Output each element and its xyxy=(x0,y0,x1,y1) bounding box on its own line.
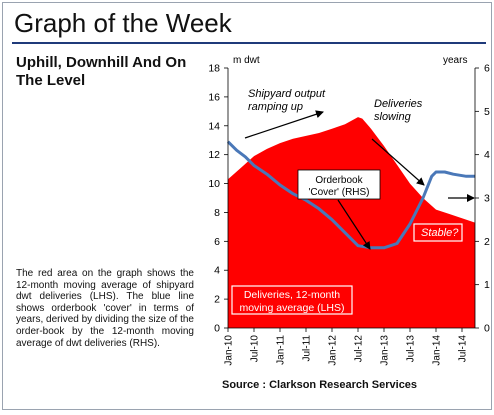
y-right-axis-label: years xyxy=(443,55,467,66)
y-left-tick-label: 4 xyxy=(214,265,220,277)
arrow-deliveries-slowing xyxy=(371,138,425,186)
annotation-stable-box xyxy=(413,223,463,242)
annotation-orderbook-box xyxy=(297,169,381,200)
area-layer xyxy=(228,117,475,328)
frame xyxy=(2,2,492,410)
y-right-tick-label: 2 xyxy=(484,236,490,248)
arrow-shipyard-output xyxy=(244,110,324,139)
source-note: Source : Clarkson Research Services xyxy=(222,379,418,391)
line-series-orderbook-cover xyxy=(226,140,475,250)
y-left-tick-label: 2 xyxy=(214,294,220,306)
x-tick-label: Jan-13 xyxy=(380,335,391,366)
y-left-tick-label: 14 xyxy=(208,120,220,132)
x-tick-label: Jan-11 xyxy=(276,335,287,365)
x-tick-label: Jul-14 xyxy=(458,335,469,363)
y-right-tick-label: 1 xyxy=(484,279,490,291)
y-right-tick-label: 4 xyxy=(484,149,490,161)
x-tick-label: Jan-10 xyxy=(224,335,235,366)
y-left-axis-label: m dwt xyxy=(233,55,260,66)
y-right-tick-label: 3 xyxy=(484,193,490,205)
annotation-deliveries-average: Deliveries, 12-month moving average (LHS) xyxy=(239,289,344,314)
annotation-shipyard-output-line1: Shipyard output ramping up xyxy=(248,88,326,113)
annotation-orderbook-cover: Orderbook 'Cover' (RHS) xyxy=(308,175,369,198)
chart-description: The red area on the graph shows the 12-m… xyxy=(16,268,194,349)
y-right-tick-label: 5 xyxy=(484,106,490,118)
x-tick-label: Jan-14 xyxy=(432,335,443,366)
x-tick-label: Jul-11 xyxy=(302,335,313,362)
y-right-tick-label: 6 xyxy=(484,63,490,75)
y-right-tick-label: 0 xyxy=(484,323,490,335)
arrow-orderbook-cover xyxy=(337,199,371,250)
annotation-deliveries-slowing: Deliveries slowing xyxy=(374,98,423,123)
x-tick-label: Jul-10 xyxy=(250,335,261,363)
x-tick-label: Jul-12 xyxy=(354,335,365,363)
chart-subtitle: Uphill, Downhill And On The Level xyxy=(16,54,187,89)
y-left-tick-label: 10 xyxy=(208,178,220,190)
y-left-tick-label: 0 xyxy=(214,323,220,335)
y-left-tick-label: 8 xyxy=(214,207,220,219)
area-series-deliveries xyxy=(228,117,475,328)
y-left-tick-label: 18 xyxy=(208,63,220,75)
y-left-tick-label: 12 xyxy=(208,149,220,161)
x-tick-label: Jan-12 xyxy=(328,335,339,366)
x-tick-label: Jul-13 xyxy=(406,335,417,363)
annotation-stable: Stable? xyxy=(421,227,459,239)
line-layer xyxy=(226,140,475,250)
y-left-tick-label: 6 xyxy=(214,236,220,248)
header-rule xyxy=(12,42,486,44)
y-left-tick-label: 16 xyxy=(208,91,220,103)
header-title: Graph of the Week xyxy=(14,8,232,38)
annotation-deliveries-box xyxy=(231,285,353,315)
